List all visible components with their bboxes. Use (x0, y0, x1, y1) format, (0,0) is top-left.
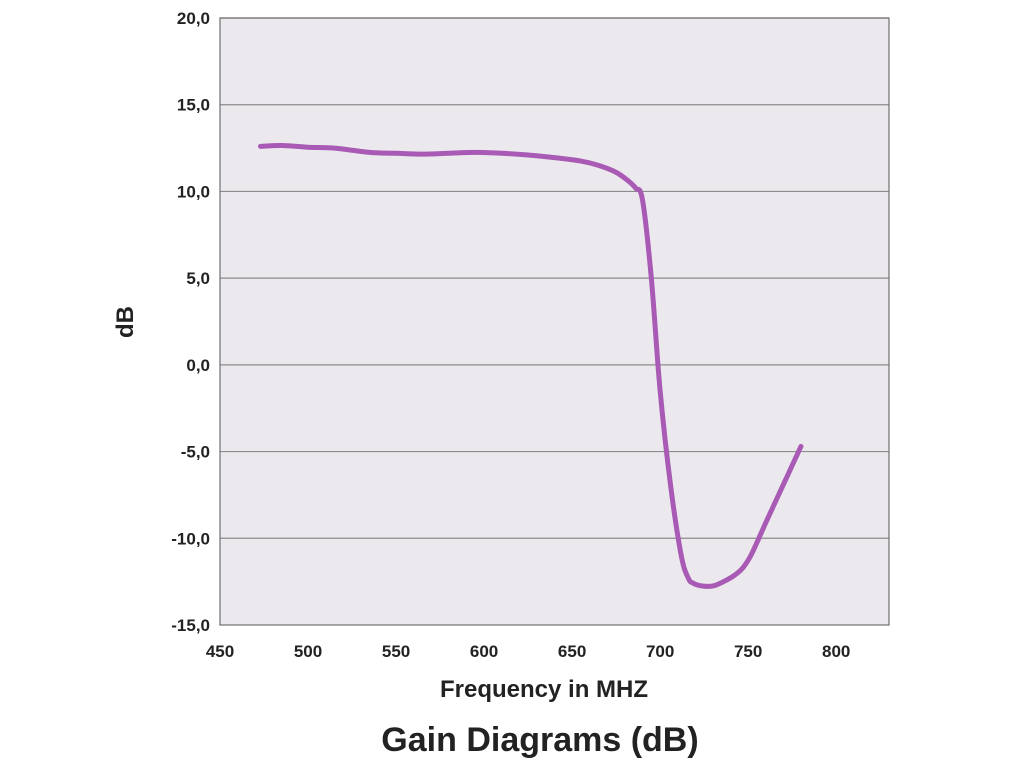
series-line (257, 142, 804, 589)
y-tick-label: 5,0 (186, 269, 210, 288)
plot-area (220, 18, 889, 625)
x-tick-label: 650 (558, 642, 586, 661)
y-tick-label: 20,0 (177, 9, 210, 28)
x-tick-label: 550 (382, 642, 410, 661)
y-tick-labels: 20,0 15,0 10,0 5,0 0,0 -5,0 -10,0 -15,0 (171, 9, 210, 635)
y-tick-label: 15,0 (177, 96, 210, 115)
y-tick-label: 0,0 (186, 356, 210, 375)
chart-title: Gain Diagrams (dB) (381, 721, 698, 759)
plot-frame (219, 17, 890, 626)
x-axis-title: Frequency in MHZ (440, 676, 648, 703)
grid-lines (220, 17, 889, 539)
y-tick-label: 10,0 (177, 182, 210, 201)
x-tick-labels: 450 500 550 600 650 700 750 800 (206, 642, 851, 661)
x-tick-label: 600 (470, 642, 498, 661)
x-tick-label: 500 (294, 642, 322, 661)
axes (219, 17, 890, 626)
y-tick-label: -10,0 (171, 529, 210, 548)
y-tick-label: -5,0 (181, 443, 210, 462)
y-tick-label: -15,0 (171, 616, 210, 635)
x-tick-label: 800 (822, 642, 850, 661)
series-group (257, 142, 804, 589)
x-tick-label: 750 (734, 642, 762, 661)
x-tick-label: 450 (206, 642, 234, 661)
x-tick-label: 700 (646, 642, 674, 661)
y-axis-title: dB (112, 306, 139, 338)
